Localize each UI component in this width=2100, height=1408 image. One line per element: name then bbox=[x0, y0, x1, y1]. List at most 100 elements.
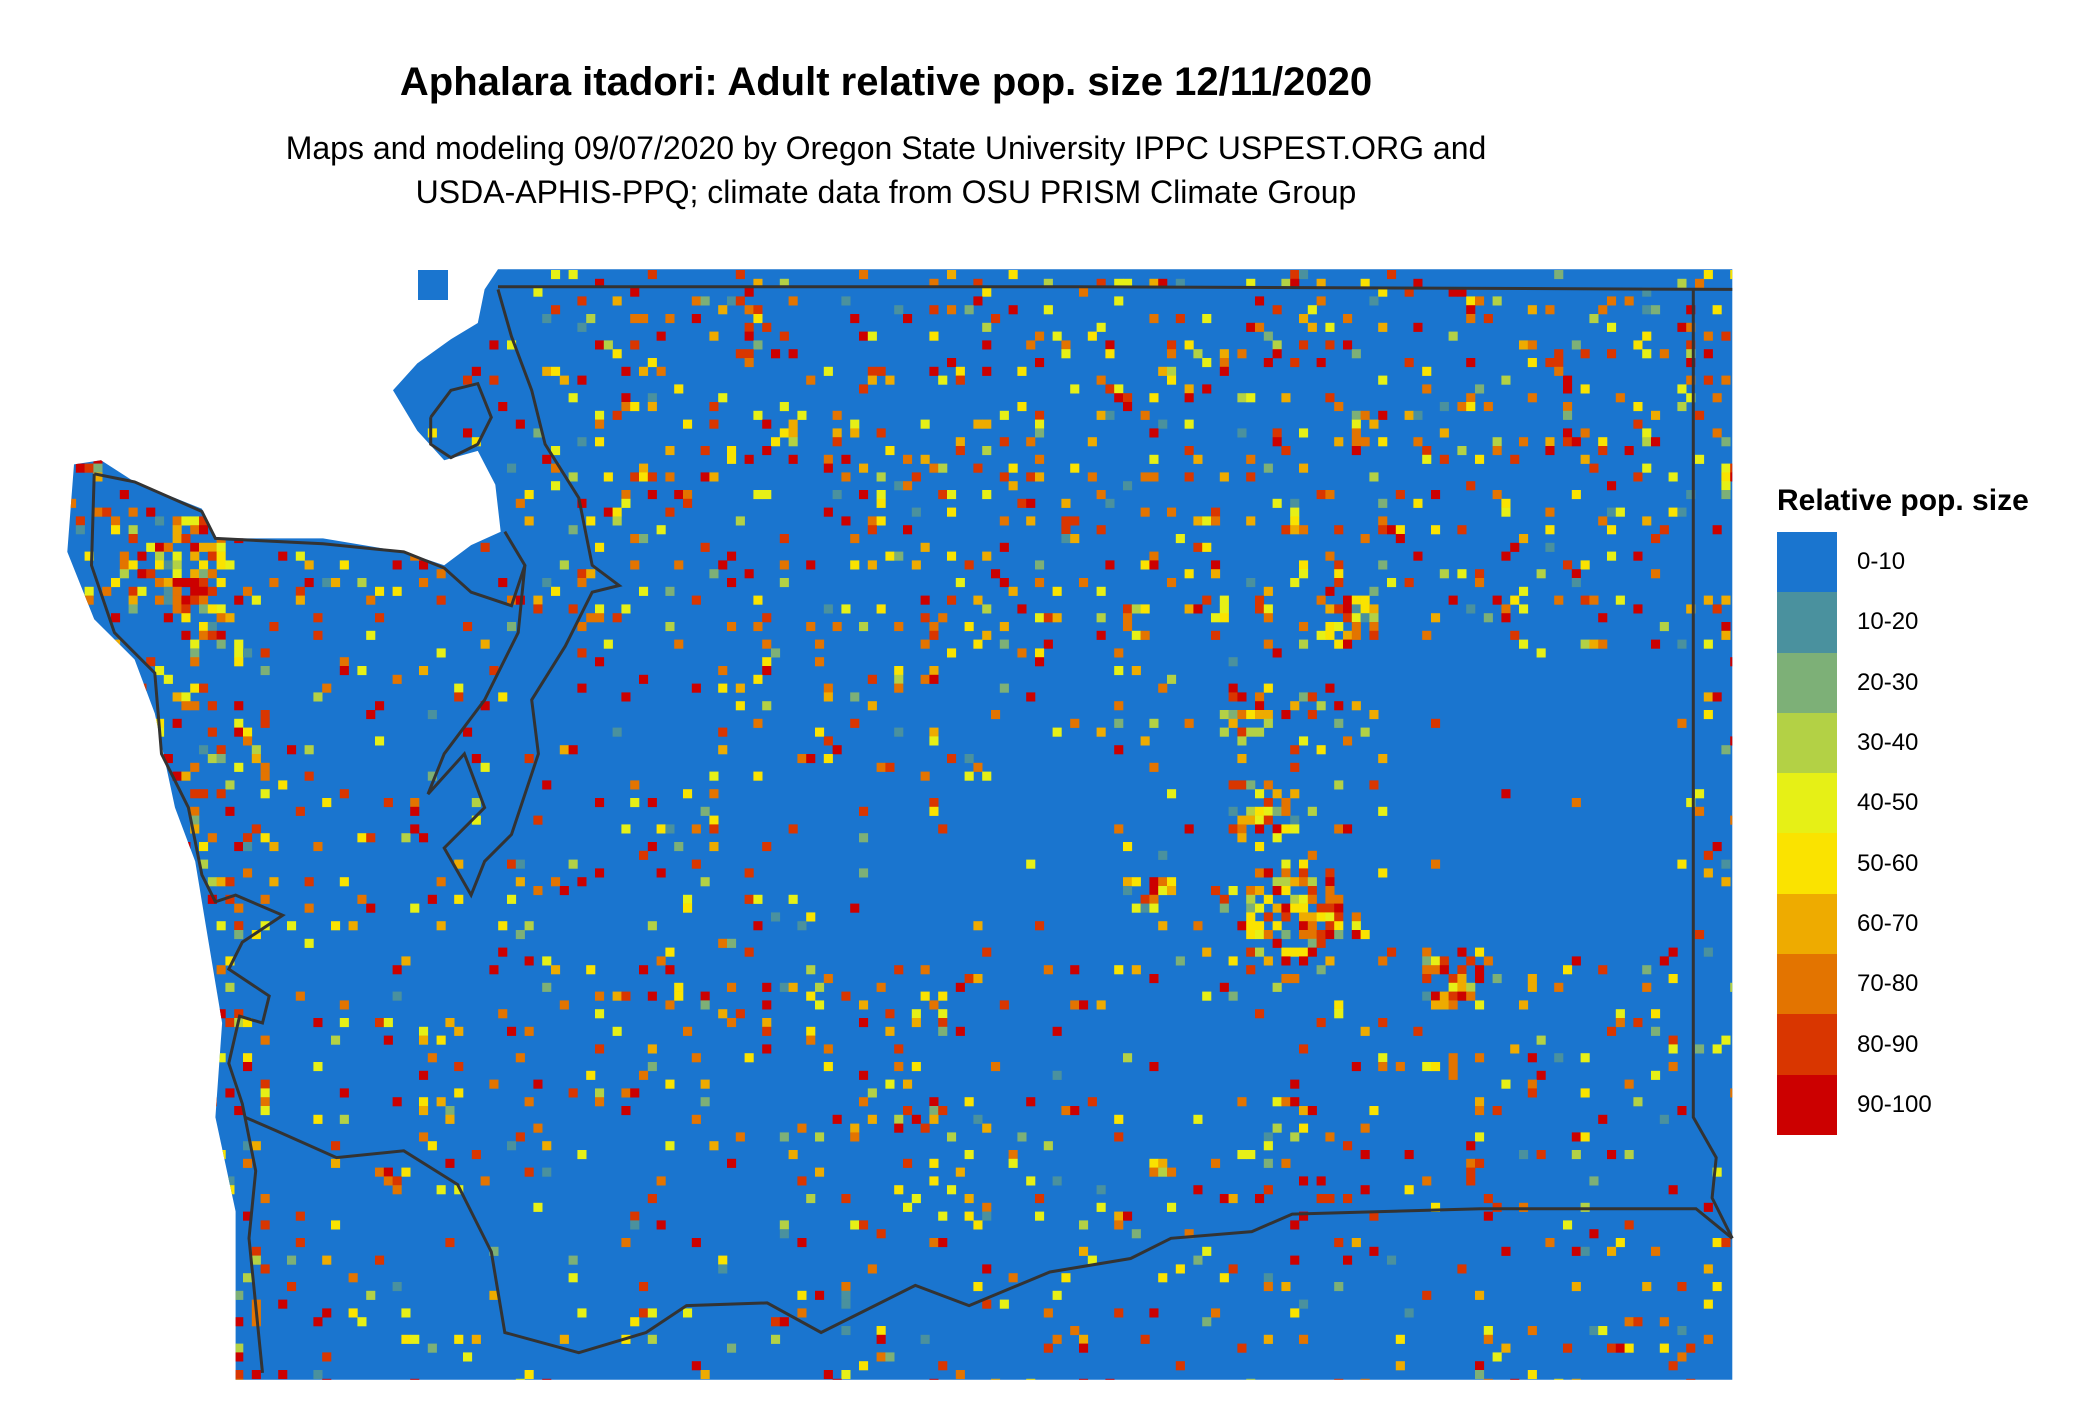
raster-cell bbox=[1219, 595, 1229, 605]
raster-cell bbox=[155, 789, 165, 799]
raster-cell bbox=[84, 1211, 94, 1221]
raster-cell bbox=[172, 1079, 182, 1089]
raster-cell bbox=[964, 771, 974, 781]
raster-cell bbox=[1008, 481, 1018, 491]
raster-cell bbox=[93, 463, 103, 473]
raster-cell bbox=[498, 402, 508, 412]
raster-cell bbox=[1448, 1053, 1458, 1063]
raster-cell bbox=[216, 542, 226, 552]
raster-cell bbox=[1624, 1079, 1634, 1089]
raster-cell bbox=[595, 1097, 605, 1107]
raster-cell bbox=[577, 578, 587, 588]
raster-cell bbox=[595, 437, 605, 447]
raster-cell bbox=[621, 991, 631, 1001]
raster-cell bbox=[260, 349, 270, 359]
raster-cell bbox=[1105, 384, 1115, 394]
raster-cell bbox=[1043, 965, 1053, 975]
raster-cell bbox=[207, 1000, 217, 1010]
raster-cell bbox=[163, 824, 173, 834]
raster-cell bbox=[216, 745, 226, 755]
raster-cell bbox=[1299, 1106, 1309, 1116]
raster-cell bbox=[1299, 1334, 1309, 1344]
raster-cell bbox=[1334, 780, 1344, 790]
raster-cell bbox=[762, 613, 772, 623]
raster-cell bbox=[93, 1009, 103, 1019]
raster-cell bbox=[146, 393, 156, 403]
raster-cell bbox=[929, 736, 939, 746]
legend-label: 50-60 bbox=[1857, 849, 1919, 877]
raster-cell bbox=[595, 542, 605, 552]
raster-cell bbox=[1483, 1378, 1493, 1380]
raster-cell bbox=[1686, 393, 1696, 403]
raster-cell bbox=[999, 542, 1009, 552]
raster-cell bbox=[674, 991, 684, 1001]
raster-cell bbox=[779, 1317, 789, 1327]
raster-cell bbox=[155, 595, 165, 605]
raster-cell bbox=[304, 560, 314, 570]
raster-cell bbox=[128, 1062, 138, 1072]
raster-cell bbox=[410, 1334, 420, 1344]
raster-cell bbox=[234, 1317, 244, 1327]
raster-cell bbox=[665, 622, 675, 632]
raster-cell bbox=[1035, 648, 1045, 658]
raster-cell bbox=[1070, 1106, 1080, 1116]
raster-cell bbox=[973, 463, 983, 473]
raster-cell bbox=[1633, 402, 1643, 412]
raster-cell bbox=[1607, 1026, 1617, 1036]
raster-cell bbox=[595, 604, 605, 614]
raster-cell bbox=[410, 1378, 420, 1380]
raster-cell bbox=[181, 1290, 191, 1300]
raster-cell bbox=[278, 551, 288, 561]
raster-cell bbox=[1219, 604, 1229, 614]
raster-cell bbox=[234, 727, 244, 737]
raster-cell bbox=[427, 1053, 437, 1063]
raster-cell bbox=[982, 340, 992, 350]
raster-cell bbox=[260, 894, 270, 904]
map-subtitle-line-1: Maps and modeling 09/07/2020 by Oregon S… bbox=[285, 130, 1487, 166]
raster-cell bbox=[911, 472, 921, 482]
raster-cell bbox=[366, 833, 376, 843]
raster-cell bbox=[1334, 578, 1344, 588]
legend-label: 80-90 bbox=[1857, 1030, 1919, 1058]
raster-cell bbox=[146, 1079, 156, 1089]
raster-cell bbox=[1043, 278, 1053, 288]
raster-cell bbox=[929, 305, 939, 315]
raster-cell bbox=[234, 762, 244, 772]
raster-cell bbox=[313, 1062, 323, 1072]
raster-cell bbox=[991, 569, 1001, 579]
raster-cell bbox=[1325, 903, 1335, 913]
raster-cell bbox=[1096, 1000, 1106, 1010]
raster-cell bbox=[691, 1114, 701, 1124]
raster-cell bbox=[445, 1158, 455, 1168]
raster-cell bbox=[982, 366, 992, 376]
raster-cell bbox=[102, 586, 112, 596]
raster-cell bbox=[788, 296, 798, 306]
raster-cell bbox=[1123, 481, 1133, 491]
raster-cell bbox=[1211, 613, 1221, 623]
raster-cell bbox=[1677, 718, 1687, 728]
raster-cell bbox=[691, 859, 701, 869]
raster-cell bbox=[1571, 798, 1581, 808]
raster-cell bbox=[1712, 604, 1722, 614]
raster-cell bbox=[1501, 1079, 1511, 1089]
raster-cell bbox=[1325, 886, 1335, 896]
raster-cell bbox=[181, 1343, 191, 1353]
raster-cell bbox=[75, 877, 85, 887]
raster-cell bbox=[700, 1000, 710, 1010]
raster-cell bbox=[1263, 868, 1273, 878]
raster-cell bbox=[137, 789, 147, 799]
raster-cell bbox=[137, 1141, 147, 1151]
raster-cell bbox=[172, 1334, 182, 1344]
raster-cell bbox=[1668, 472, 1678, 482]
raster-cell bbox=[1686, 349, 1696, 359]
raster-cell bbox=[199, 604, 209, 614]
raster-cell bbox=[1175, 534, 1185, 544]
raster-cell bbox=[1404, 358, 1414, 368]
legend-item: 20-30 bbox=[1777, 652, 2029, 713]
raster-cell bbox=[295, 1238, 305, 1248]
raster-cell bbox=[163, 886, 173, 896]
raster-cell bbox=[1299, 1211, 1309, 1221]
raster-cell bbox=[612, 349, 622, 359]
raster-cell bbox=[1219, 727, 1229, 737]
raster-cell bbox=[823, 604, 833, 614]
